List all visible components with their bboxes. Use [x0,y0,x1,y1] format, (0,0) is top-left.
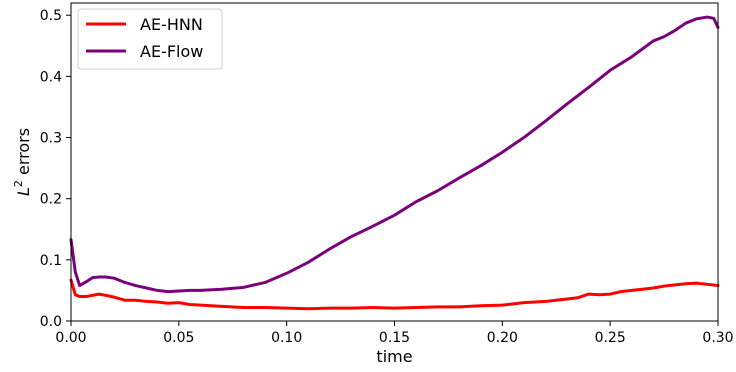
series-line-ae-flow [69,15,720,294]
series-layer [69,15,720,311]
y-tick-label: 0.5 [40,8,62,24]
y-tick-label: 0.3 [40,131,62,147]
x-tick-label: 0.10 [271,330,302,346]
x-axis-label: time [376,347,412,366]
legend-label-ae-flow: AE-Flow [140,42,203,61]
x-tick-label: 0.30 [702,330,733,346]
series-line-ae-hnn [69,278,720,311]
x-tick-label: 0.00 [55,330,86,346]
x-tick-label: 0.15 [379,330,410,346]
y-tick-label: 0.4 [40,69,62,85]
y-axis-label-sup: 2 [12,180,25,187]
y-axis-label-rest: errors [14,128,33,180]
y-tick-label: 0.1 [40,253,62,269]
x-tick-label: 0.25 [595,330,626,346]
x-tick-label: 0.20 [487,330,518,346]
x-tick-label: 0.05 [163,330,194,346]
y-tick-label: 0.2 [40,192,62,208]
y-axis: 0.0 0.1 0.2 0.3 0.4 0.5 [40,8,71,330]
x-axis: 0.00 0.05 0.10 0.15 0.20 0.25 0.30 [55,321,734,346]
legend-label-ae-hnn: AE-HNN [140,15,203,34]
legend: AE-HNN AE-Flow [77,8,223,70]
y-tick-label: 0.0 [40,314,62,330]
y-axis-label: L2 errors [12,128,33,196]
y-axis-label-base: L [14,187,33,196]
